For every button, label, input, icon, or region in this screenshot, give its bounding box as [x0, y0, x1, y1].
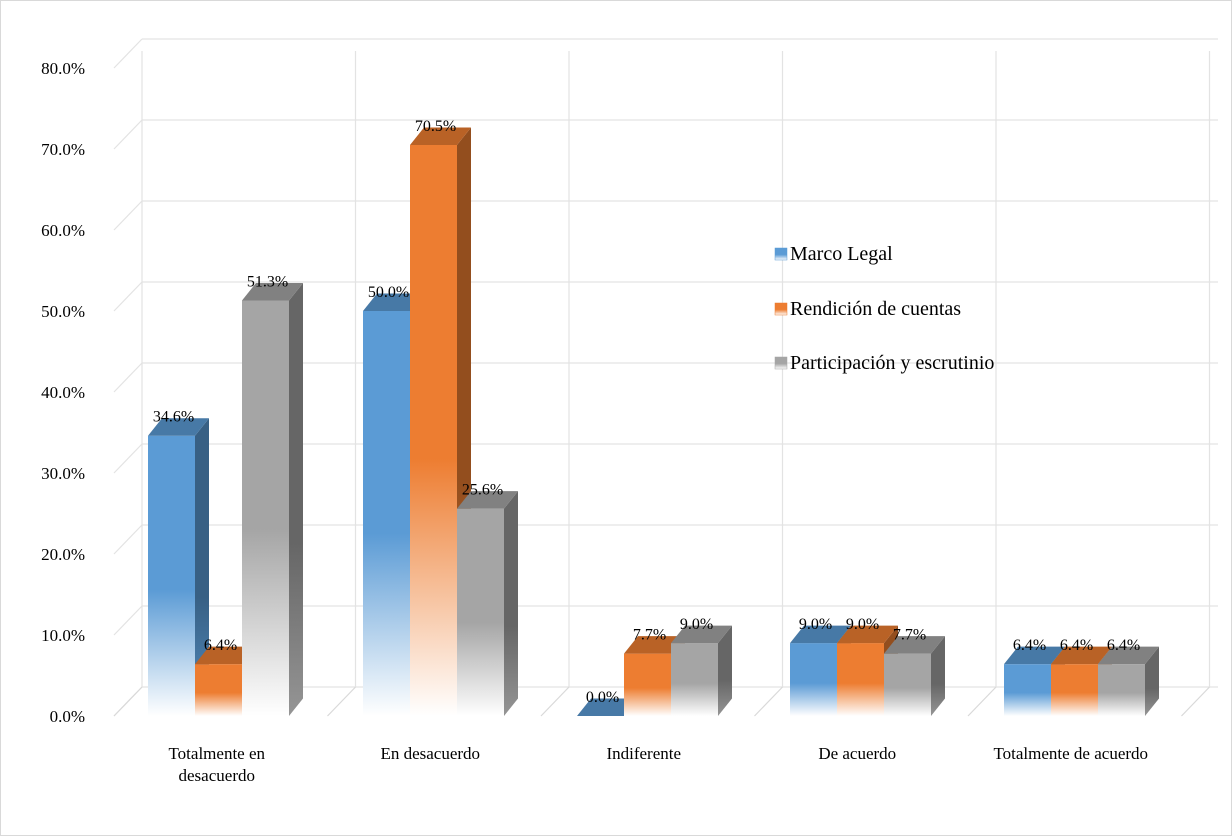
data-label: 51.3%: [247, 273, 288, 290]
x-category-label: Indiferente: [606, 744, 681, 763]
data-label: 6.4%: [1107, 637, 1140, 654]
data-label: 25.6%: [462, 482, 503, 499]
legend-item: Rendición de cuentas: [774, 298, 961, 320]
data-label: 70.5%: [415, 118, 456, 135]
gridline-side: [113, 362, 143, 393]
gridline-side: [113, 443, 143, 474]
data-label: 9.0%: [680, 616, 713, 633]
y-tick-label: 50.0%: [41, 302, 85, 321]
floor-line: [1181, 686, 1210, 717]
floor-line: [754, 686, 783, 717]
y-tick-label: 30.0%: [41, 464, 85, 483]
gridline-side: [113, 605, 143, 636]
y-tick-label: 80.0%: [41, 59, 85, 78]
legend-label: Participación y escrutinio: [790, 352, 994, 374]
data-label: 7.7%: [893, 627, 926, 644]
x-category-label: Totalmente en desacuerdo: [168, 744, 265, 785]
y-tick-label: 60.0%: [41, 221, 85, 240]
floor-line: [540, 686, 570, 717]
y-axis: 0.0% 10.0% 20.0% 30.0% 40.0% 50.0% 60.0% 70.0% 8…: [41, 59, 85, 726]
data-label: 34.6%: [153, 409, 194, 426]
y-tick-label: 70.0%: [41, 140, 85, 159]
gridline-side: [113, 200, 143, 231]
x-category-label: Totalmente de acuerdo: [993, 744, 1148, 763]
bar: [457, 491, 518, 716]
bar: [242, 282, 303, 716]
bar: [671, 625, 732, 716]
data-label: 9.0%: [846, 616, 879, 633]
x-category-label: De acuerdo: [818, 744, 896, 763]
x-axis: Totalmente en desacuerdo En desacuerdo Indi…: [168, 744, 1148, 785]
legend: Marco Legal Rendición de cuentas Participa…: [774, 243, 994, 374]
gridline-side: [113, 38, 143, 69]
data-labels: 34.6% 50.0% 0.0% 9.0% 6.4% 6.4% 70.5% 7.7% 9.0% 6…: [153, 118, 1140, 706]
floor-line: [327, 686, 356, 717]
legend-item: Participación y escrutinio: [774, 352, 994, 374]
data-label: 6.4%: [1013, 637, 1046, 654]
y-tick-label: 10.0%: [41, 626, 85, 645]
data-label: 50.0%: [368, 284, 409, 301]
data-label: 7.7%: [633, 627, 666, 644]
y-tick-label: 40.0%: [41, 383, 85, 402]
data-label: 0.0%: [586, 689, 619, 706]
legend-label: Marco Legal: [790, 243, 893, 265]
data-label: 9.0%: [799, 616, 832, 633]
floor-line: [967, 686, 997, 717]
x-category-label: En desacuerdo: [380, 744, 480, 763]
data-label: 6.4%: [1060, 637, 1093, 654]
floor-line: [113, 686, 143, 717]
data-label: 6.4%: [204, 637, 237, 654]
bars: [148, 127, 1159, 716]
gridline-side: [113, 524, 143, 555]
gridline-side: [113, 281, 143, 312]
gridline-side: [113, 119, 143, 150]
y-tick-label: 0.0%: [50, 707, 85, 726]
bar: [148, 418, 209, 716]
legend-item: Marco Legal: [774, 243, 893, 265]
y-tick-label: 20.0%: [41, 545, 85, 564]
legend-label: Rendición de cuentas: [790, 298, 961, 320]
bar: [1098, 646, 1159, 716]
bar: [884, 636, 945, 716]
bar: [577, 698, 638, 716]
